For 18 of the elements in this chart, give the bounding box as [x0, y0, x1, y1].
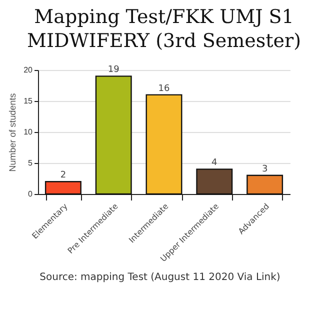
y-tick-label: 10: [24, 128, 34, 136]
y-axis-title: Number of students: [8, 92, 18, 172]
data-label: 2: [60, 170, 66, 181]
data-label: 4: [212, 158, 218, 168]
bar: [95, 76, 132, 195]
bar: [246, 174, 284, 195]
source-note: Source: mapping Test (August 11 2020 Via Link): [38, 272, 282, 283]
bar: [146, 94, 182, 195]
bar: [44, 181, 82, 195]
y-tick-label: 0: [28, 190, 34, 198]
y-tick-label: 15: [24, 96, 34, 106]
data-label: 3: [262, 164, 268, 174]
y-tick-label: 5: [28, 158, 34, 168]
data-label: 19: [108, 65, 120, 76]
y-tick-label: 20: [24, 66, 34, 74]
data-label: 16: [158, 84, 170, 94]
chart-title: Mapping Test/FKK UMJ S1 MIDWIFERY (3rd Semester): [26, 6, 302, 52]
bar: [196, 168, 233, 195]
